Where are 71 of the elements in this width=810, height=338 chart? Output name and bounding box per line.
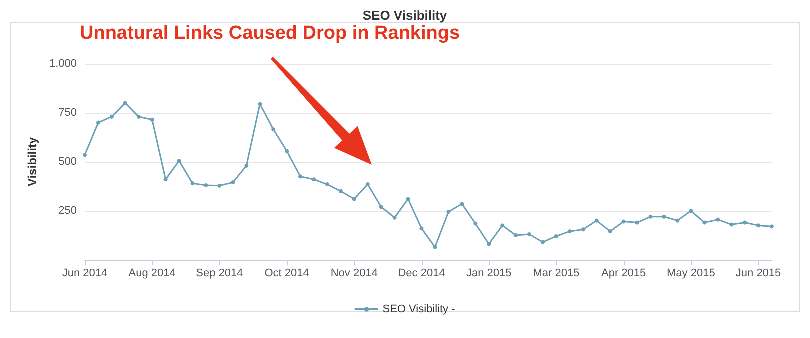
point (325, 182, 330, 187)
point (177, 159, 182, 164)
point (594, 218, 599, 223)
point (420, 226, 424, 231)
point (689, 209, 694, 213)
point (581, 228, 586, 232)
chart-title: SEO Visibility (362, 8, 448, 23)
point (648, 214, 653, 219)
point (662, 214, 666, 219)
point (110, 114, 114, 119)
y-axis-title: Visibility (26, 137, 40, 187)
point (83, 153, 87, 158)
x-tick-label: Dec 2014 (398, 268, 446, 280)
point (366, 182, 370, 187)
point (541, 240, 545, 244)
x-tick-label: Jun 2015 (736, 268, 782, 280)
point (204, 184, 208, 188)
point (285, 149, 290, 154)
point (352, 197, 356, 202)
y-tick-label: 750 (58, 107, 77, 119)
point (379, 205, 384, 210)
x-tick-label: Oct 2014 (264, 268, 310, 280)
point (218, 184, 222, 188)
text: Unnatural Links Caused Drop in Rankings (80, 23, 460, 44)
point (635, 220, 640, 225)
point (406, 197, 410, 202)
point (258, 102, 262, 106)
point (528, 232, 532, 237)
point (244, 164, 249, 168)
point (716, 218, 720, 222)
point (554, 234, 558, 238)
x-tick-label: Jun 2014 (62, 268, 108, 280)
point (164, 178, 168, 182)
point (474, 222, 478, 226)
x-tick-label: May 2015 (667, 268, 716, 280)
y-tick-label: 500 (58, 156, 77, 168)
point (446, 210, 451, 214)
legend-label: SEO Visibility - (382, 304, 456, 316)
point (756, 224, 761, 228)
point (770, 224, 774, 229)
point (460, 202, 464, 206)
x-tick-label: Jan 2015 (466, 268, 512, 280)
point (433, 245, 438, 250)
point (123, 101, 128, 106)
y-tick-label: 250 (58, 205, 77, 217)
point (312, 178, 316, 182)
point (392, 216, 397, 220)
point (730, 222, 734, 227)
point (150, 118, 154, 122)
point (702, 220, 707, 225)
x-tick-label: Mar 2015 (533, 268, 580, 280)
point (338, 189, 343, 194)
point (96, 120, 100, 125)
x-tick-label: Apr 2015 (601, 268, 646, 280)
point (608, 230, 612, 234)
point (622, 220, 626, 224)
point (298, 174, 303, 179)
point (190, 182, 195, 186)
point (743, 220, 748, 225)
point (500, 224, 505, 228)
point (487, 242, 492, 246)
point (231, 180, 236, 185)
point (568, 230, 572, 234)
point (676, 218, 680, 223)
y-tick-label: 1,000 (49, 58, 77, 70)
x-tick-label: Aug 2014 (128, 268, 176, 280)
point (272, 128, 276, 132)
x-tick-label: Nov 2014 (330, 268, 378, 280)
point (514, 234, 518, 238)
point (136, 114, 141, 119)
x-tick-label: Sep 2014 (196, 268, 244, 280)
